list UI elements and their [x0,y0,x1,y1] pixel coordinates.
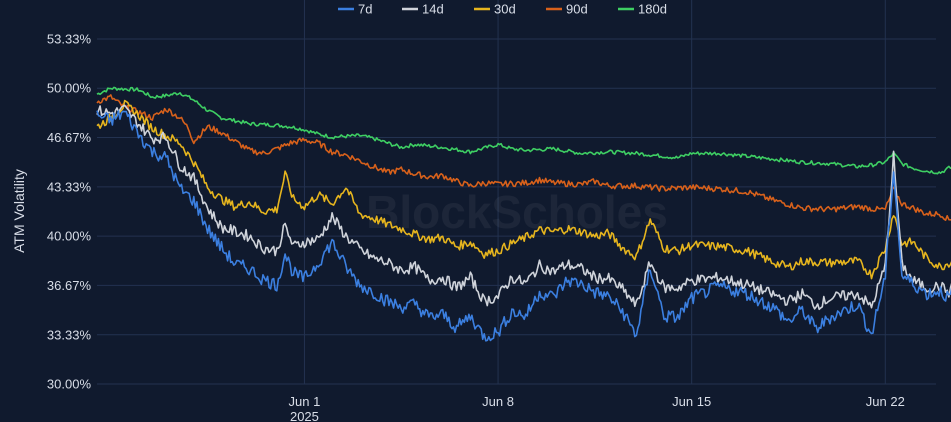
y-tick-label: 53.33% [47,32,92,47]
y-tick-label: 50.00% [47,81,92,96]
legend-label: 180d [638,2,667,17]
x-tick-year-label: 2025 [290,409,319,422]
watermark: BlockScholes [366,186,668,238]
x-tick-label: Jun 22 [866,394,905,409]
legend-item-30d[interactable]: 30d [474,2,516,17]
legend[interactable]: 7d 14d 30d 90d 180d [338,2,667,17]
legend-label: 14d [422,2,444,17]
x-tick-label: Jun 8 [482,394,514,409]
legend-label: 7d [358,2,372,17]
legend-item-90d[interactable]: 90d [546,2,588,17]
y-tick-label: 46.67% [47,130,92,145]
x-tick-label: Jun 15 [672,394,711,409]
y-axis-title: ATM Volatility [11,169,27,253]
series-line-180d [96,86,951,175]
series-line-14d [96,104,951,311]
y-tick-label: 40.00% [47,229,92,244]
legend-item-7d[interactable]: 7d [338,2,372,17]
series-line-7d [96,110,951,342]
series-lines [96,86,951,342]
y-tick-label: 33.33% [47,327,92,342]
legend-item-14d[interactable]: 14d [402,2,444,17]
series-line-30d [96,99,951,280]
y-axis-ticks: 53.33% 50.00% 46.67% 43.33% 40.00% 36.67% 33.3… [47,32,92,392]
legend-item-180d[interactable]: 180d [618,2,667,17]
y-tick-label: 30.00% [47,377,92,392]
y-tick-label: 43.33% [47,179,92,194]
legend-label: 90d [566,2,588,17]
legend-label: 30d [494,2,516,17]
y-tick-label: 36.67% [47,278,92,293]
series-line-90d [96,94,951,221]
grid-lines [97,0,936,385]
x-tick-label: Jun 1 [289,394,321,409]
